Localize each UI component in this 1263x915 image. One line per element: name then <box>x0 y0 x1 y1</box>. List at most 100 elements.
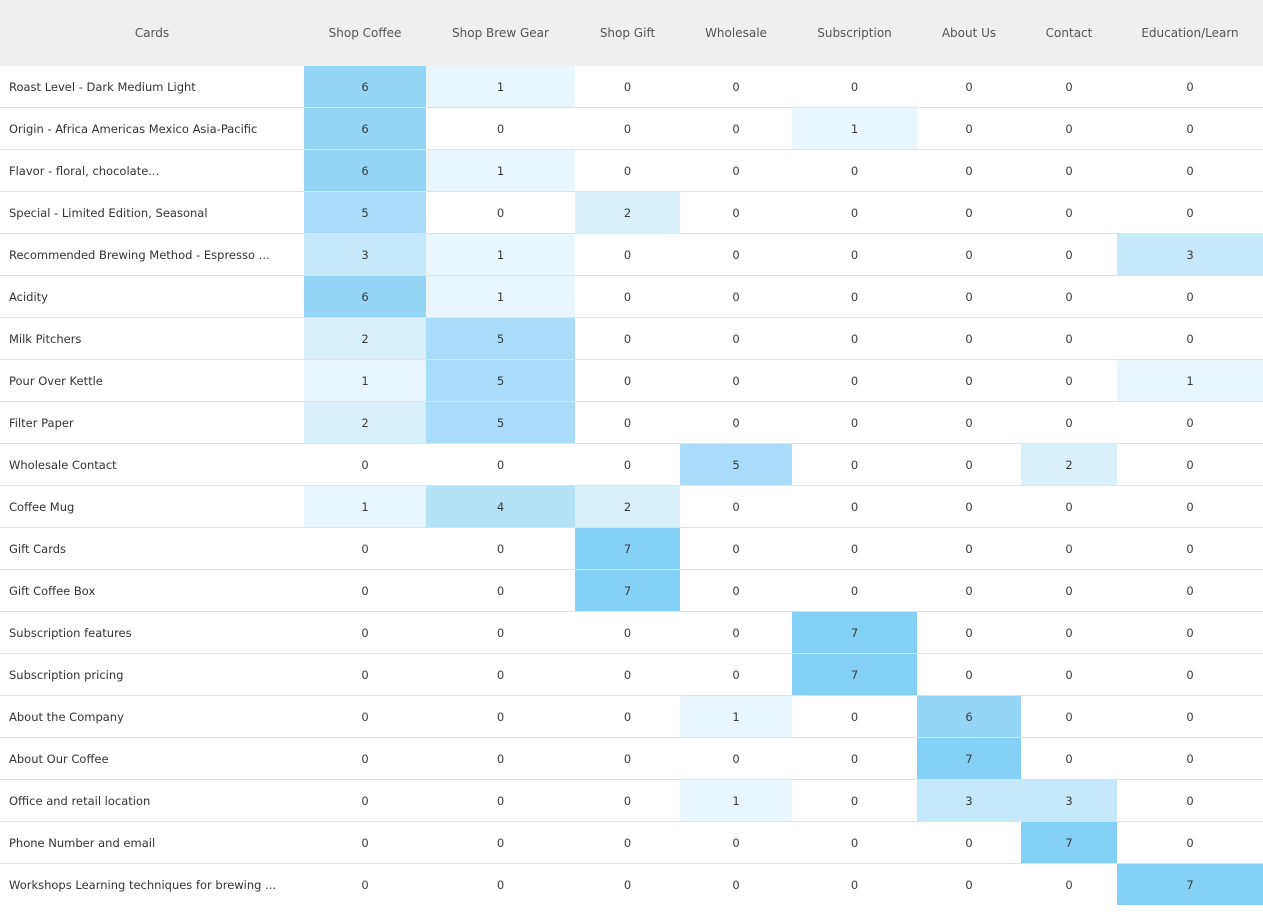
matrix-cell: 0 <box>1117 737 1263 780</box>
matrix-cell: 0 <box>426 695 575 738</box>
matrix-cell: 0 <box>917 527 1021 570</box>
row-label: Gift Cards <box>0 527 304 570</box>
matrix-cell: 0 <box>575 821 680 864</box>
matrix-cell: 7 <box>575 569 680 612</box>
matrix-cell: 0 <box>1021 653 1117 696</box>
matrix-cell: 0 <box>426 107 575 150</box>
matrix-cell: 0 <box>1117 149 1263 192</box>
matrix-cell: 2 <box>1021 443 1117 486</box>
matrix-cell: 0 <box>680 191 792 234</box>
matrix-cell: 0 <box>426 821 575 864</box>
matrix-cell: 0 <box>917 107 1021 150</box>
matrix-cell: 0 <box>680 863 792 905</box>
matrix-cell: 0 <box>917 863 1021 905</box>
matrix-cell: 0 <box>792 317 917 360</box>
matrix-cell: 0 <box>575 149 680 192</box>
matrix-cell: 0 <box>1021 527 1117 570</box>
matrix-cell: 0 <box>792 443 917 486</box>
header-row: Cards Shop Coffee Shop Brew Gear Shop Gift… <box>0 0 1263 66</box>
matrix-cell: 0 <box>917 317 1021 360</box>
matrix-cell: 0 <box>1021 66 1117 108</box>
matrix-cell: 5 <box>304 191 426 234</box>
matrix-cell: 0 <box>680 611 792 654</box>
matrix-cell: 0 <box>1021 275 1117 318</box>
matrix-cell: 0 <box>792 695 917 738</box>
matrix-cell: 0 <box>426 653 575 696</box>
row-label: Recommended Brewing Method - Espresso ..… <box>0 233 304 276</box>
matrix-cell: 0 <box>575 107 680 150</box>
matrix-cell: 0 <box>575 359 680 402</box>
matrix-cell: 0 <box>917 443 1021 486</box>
table-row: Subscription pricing 0 0 0 0 7 0 0 0 <box>0 653 1263 696</box>
matrix-body: Roast Level - Dark Medium Light 6 1 0 0 0 0 0 0 O… <box>0 66 1263 905</box>
matrix-cell: 0 <box>304 695 426 738</box>
matrix-cell: 4 <box>426 485 575 528</box>
matrix-cell: 0 <box>304 527 426 570</box>
matrix-cell: 0 <box>304 737 426 780</box>
row-label: Subscription features <box>0 611 304 654</box>
matrix-cell: 0 <box>426 611 575 654</box>
matrix-cell: 2 <box>304 401 426 444</box>
matrix-cell: 0 <box>304 821 426 864</box>
matrix-cell: 1 <box>680 779 792 822</box>
matrix-cell: 0 <box>1117 653 1263 696</box>
matrix-cell: 5 <box>426 317 575 360</box>
row-label: Acidity <box>0 275 304 318</box>
table-row: Special - Limited Edition, Seasonal 5 0 2 0 0… <box>0 191 1263 234</box>
column-header: Wholesale <box>680 0 792 66</box>
table-row: Flavor - floral, chocolate... 6 1 0 0 0 0 0 0 <box>0 149 1263 192</box>
matrix-header: Cards Shop Coffee Shop Brew Gear Shop Gift… <box>0 0 1263 66</box>
table-row: Gift Coffee Box 0 0 7 0 0 0 0 0 <box>0 569 1263 612</box>
matrix-cell: 0 <box>1021 569 1117 612</box>
matrix-cell: 0 <box>792 737 917 780</box>
matrix-cell: 0 <box>680 527 792 570</box>
matrix-cell: 0 <box>575 233 680 276</box>
matrix-cell: 2 <box>304 317 426 360</box>
matrix-cell: 1 <box>426 66 575 108</box>
matrix-cell: 0 <box>575 779 680 822</box>
matrix-cell: 0 <box>1021 401 1117 444</box>
matrix-cell: 0 <box>680 485 792 528</box>
row-label: Office and retail location <box>0 779 304 822</box>
matrix-cell: 0 <box>426 443 575 486</box>
matrix-cell: 0 <box>792 149 917 192</box>
table-row: Workshops Learning techniques for brewin… <box>0 863 1263 905</box>
matrix-cell: 1 <box>426 149 575 192</box>
table-row: Subscription features 0 0 0 0 7 0 0 0 <box>0 611 1263 654</box>
column-header: Shop Brew Gear <box>426 0 575 66</box>
row-label: Flavor - floral, chocolate... <box>0 149 304 192</box>
matrix-cell: 7 <box>1021 821 1117 864</box>
row-label: Special - Limited Edition, Seasonal <box>0 191 304 234</box>
matrix-cell: 3 <box>304 233 426 276</box>
matrix-cell: 0 <box>917 191 1021 234</box>
matrix-cell: 0 <box>575 653 680 696</box>
matrix-cell: 0 <box>917 611 1021 654</box>
table-row: Wholesale Contact 0 0 0 5 0 0 2 0 <box>0 443 1263 486</box>
table-row: About Our Coffee 0 0 0 0 0 7 0 0 <box>0 737 1263 780</box>
matrix-cell: 3 <box>1021 779 1117 822</box>
matrix-cell: 0 <box>1117 527 1263 570</box>
column-header: About Us <box>917 0 1021 66</box>
matrix-cell: 0 <box>917 401 1021 444</box>
matrix-cell: 0 <box>304 653 426 696</box>
matrix-cell: 0 <box>680 149 792 192</box>
matrix-cell: 0 <box>575 66 680 108</box>
matrix-cell: 0 <box>917 821 1021 864</box>
matrix-cell: 0 <box>575 317 680 360</box>
matrix-cell: 0 <box>1117 695 1263 738</box>
matrix-cell: 0 <box>1117 401 1263 444</box>
matrix-cell: 0 <box>792 485 917 528</box>
matrix-cell: 0 <box>304 863 426 905</box>
table-row: About the Company 0 0 0 1 0 6 0 0 <box>0 695 1263 738</box>
matrix-cell: 0 <box>680 653 792 696</box>
matrix-cell: 0 <box>1021 611 1117 654</box>
corner-label: Cards <box>0 0 304 66</box>
matrix-cell: 0 <box>792 66 917 108</box>
matrix-cell: 0 <box>1021 863 1117 905</box>
table-row: Gift Cards 0 0 7 0 0 0 0 0 <box>0 527 1263 570</box>
matrix-cell: 1 <box>680 695 792 738</box>
table-row: Roast Level - Dark Medium Light 6 1 0 0 0 0 0 0 <box>0 66 1263 108</box>
matrix-cell: 0 <box>304 611 426 654</box>
matrix-cell: 7 <box>792 611 917 654</box>
matrix-cell: 0 <box>304 443 426 486</box>
